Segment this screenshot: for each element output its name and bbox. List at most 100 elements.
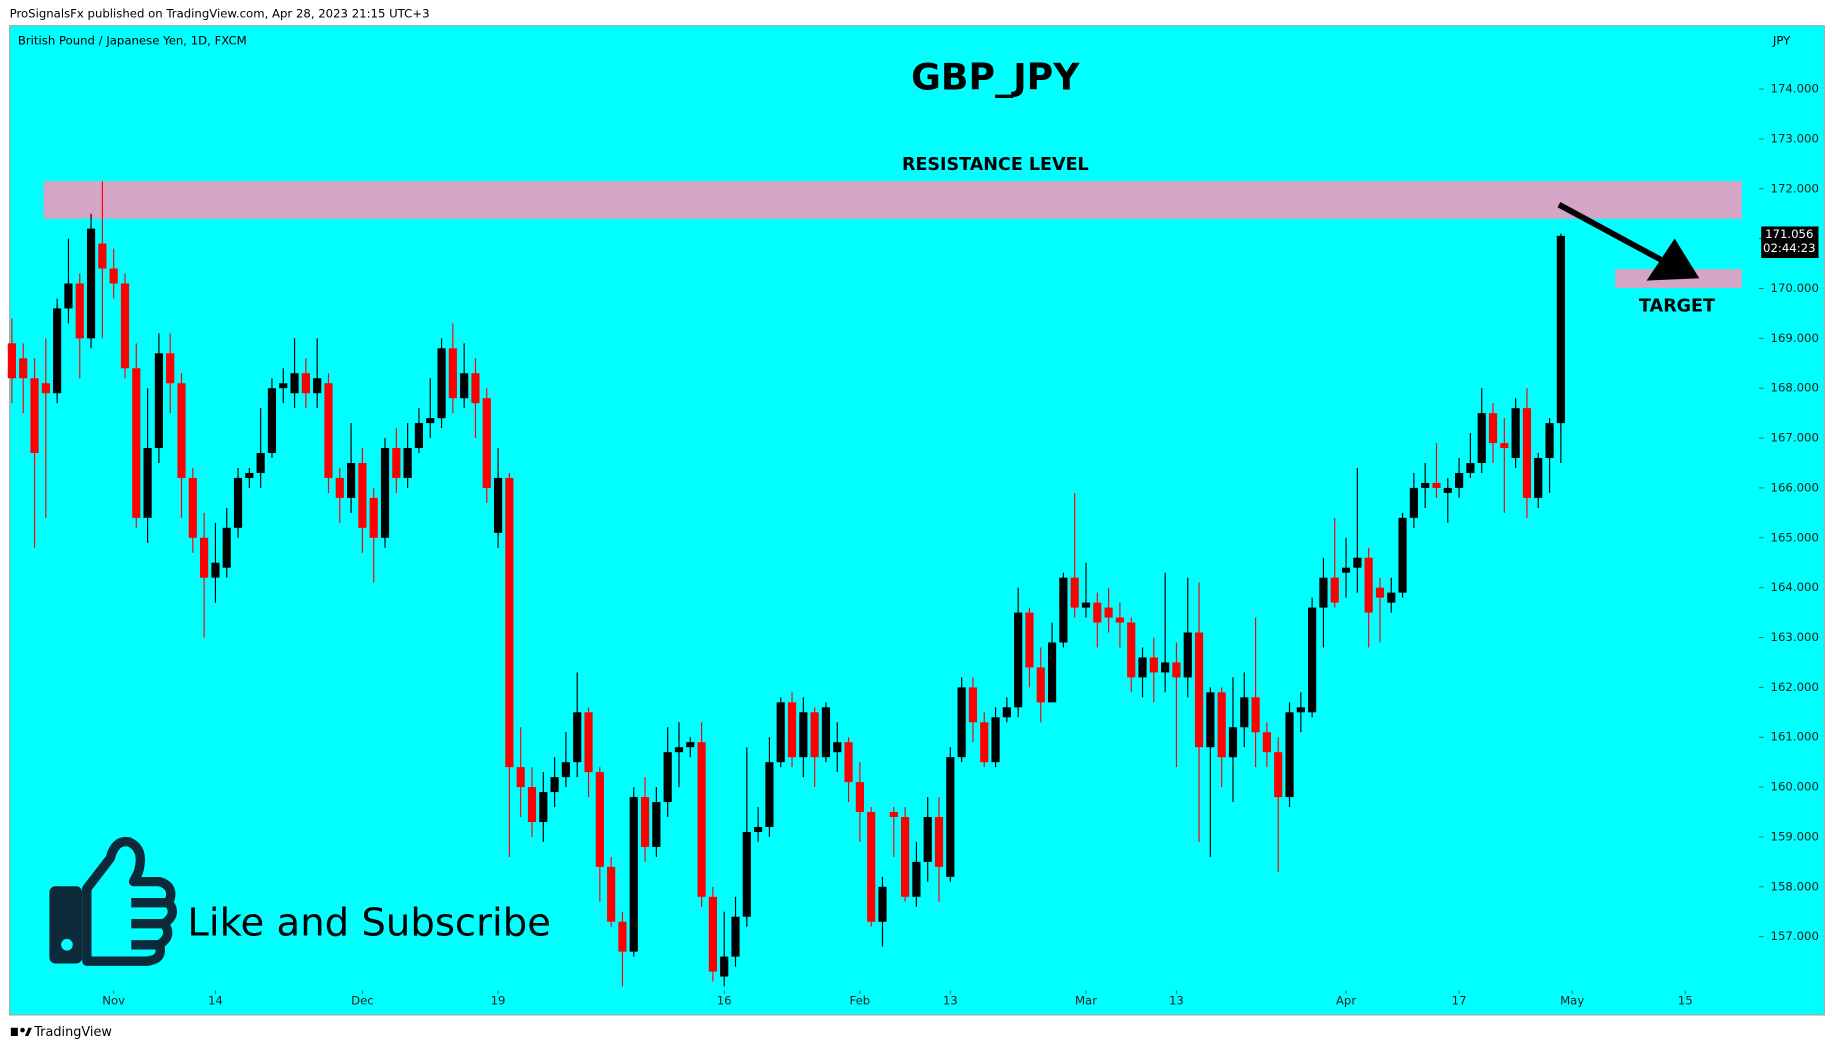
candle-body <box>1364 557 1373 613</box>
candle-body <box>901 817 910 897</box>
overlay-text: Like and Subscribe <box>187 900 551 945</box>
candle-body <box>1274 752 1283 798</box>
candle-body <box>1432 482 1441 488</box>
candle-body <box>844 742 853 783</box>
price-zone <box>43 181 1742 219</box>
icon-cuff <box>49 886 83 964</box>
candle-body <box>1556 235 1565 424</box>
candle-body <box>1375 587 1385 598</box>
candle-body <box>256 453 265 473</box>
arrow <box>1557 202 1700 281</box>
candle-body <box>358 462 367 528</box>
y-tick-label: 164.000 <box>1771 580 1819 594</box>
candle-body <box>923 817 932 862</box>
zone-label: RESISTANCE LEVEL <box>902 155 1089 175</box>
x-tick-label: Nov <box>102 993 125 1007</box>
candle-body <box>1466 462 1475 473</box>
x-tick-label: Feb <box>850 993 871 1007</box>
candle-body <box>448 348 457 399</box>
candle-body <box>347 462 356 498</box>
candle-body <box>1488 413 1498 444</box>
y-tick-label: 173.000 <box>1771 131 1819 145</box>
candle-body <box>1093 602 1102 623</box>
candle-body <box>889 812 898 818</box>
x-tick-label: 17 <box>1452 993 1467 1007</box>
candle-body <box>1127 622 1136 678</box>
candle-body <box>765 762 774 827</box>
candle-body <box>426 418 435 424</box>
candle-body <box>64 283 73 309</box>
candle-body <box>493 477 503 533</box>
candle-body <box>697 742 706 897</box>
x-tick-label: Mar <box>1075 993 1097 1007</box>
candle-body <box>53 308 62 394</box>
candle-body <box>1398 517 1407 593</box>
candle-body <box>1172 662 1181 678</box>
candle-body <box>799 712 808 758</box>
last-price-tag <box>1761 226 1819 259</box>
candle-body <box>1262 732 1271 753</box>
candle-body <box>561 762 571 778</box>
candle-body <box>188 477 197 538</box>
candle-body <box>1081 602 1091 608</box>
y-tick-label: 162.000 <box>1771 680 1819 694</box>
candle-body <box>1183 632 1192 678</box>
candle-body <box>335 477 344 498</box>
candle-body <box>380 448 390 538</box>
candle-body <box>1511 408 1520 459</box>
y-tick-label: 166.000 <box>1771 480 1819 494</box>
candle-body <box>595 772 604 867</box>
candle-body <box>154 353 163 449</box>
candle-body <box>1308 607 1317 713</box>
candle-body <box>855 782 864 813</box>
y-tick-label: 167.000 <box>1771 431 1819 445</box>
candle-body <box>1387 592 1396 603</box>
candle-body <box>980 722 989 763</box>
candle-body <box>166 353 175 384</box>
candle-body <box>1161 662 1170 673</box>
candle-body <box>245 472 254 478</box>
candle-body <box>1353 557 1362 568</box>
y-tick-label: 170.000 <box>1771 281 1819 295</box>
candle-body <box>878 886 887 922</box>
last-price-label: 171.056 <box>1765 227 1813 241</box>
candle-body <box>98 243 107 269</box>
candle-body <box>19 358 28 379</box>
candle-body <box>120 283 130 369</box>
logo-mark <box>10 1027 18 1036</box>
candle-body <box>369 497 378 538</box>
logo-mark <box>24 1027 32 1036</box>
candle-body <box>505 477 514 768</box>
footer-text: TradingView <box>33 1025 112 1040</box>
candle-body <box>742 831 751 917</box>
candle-body <box>392 448 401 478</box>
candle-body <box>1070 577 1079 608</box>
y-tick-label: 160.000 <box>1771 780 1819 794</box>
x-tick-label: Apr <box>1336 993 1356 1007</box>
candle-body <box>132 368 141 518</box>
candle-body <box>584 712 593 773</box>
icon-dot <box>61 938 73 951</box>
x-tick-label: 16 <box>717 993 732 1007</box>
candle-body <box>539 792 548 822</box>
y-tick-label: 161.000 <box>1771 730 1819 744</box>
y-tick-label: 168.000 <box>1771 381 1819 395</box>
candle-body <box>991 717 1000 763</box>
x-tick-label: May <box>1560 993 1584 1007</box>
candle-body <box>414 423 424 449</box>
candle-body <box>663 752 672 803</box>
x-tick-label: 13 <box>943 993 958 1007</box>
candle-body <box>867 812 876 922</box>
candle-body <box>527 787 537 822</box>
candle-body <box>1534 458 1543 498</box>
y-tick-label: 157.000 <box>1771 929 1819 943</box>
candle-body <box>313 378 322 394</box>
candle-body <box>573 712 582 763</box>
candle-body <box>1115 617 1125 623</box>
candle-body <box>1421 482 1430 488</box>
candle-body <box>30 378 39 454</box>
icon-hand <box>82 836 178 966</box>
candle-body <box>211 562 220 578</box>
candle-body <box>1217 692 1226 758</box>
